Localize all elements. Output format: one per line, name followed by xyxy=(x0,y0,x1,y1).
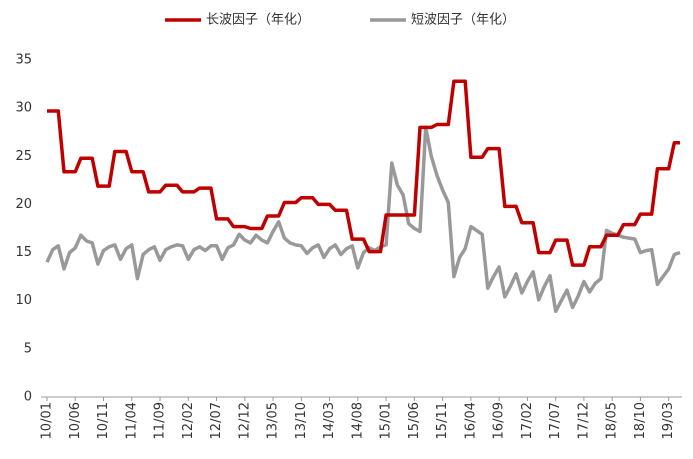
legend-label: 长波因子（年化） xyxy=(206,13,310,28)
x-tick-label: 17/07 xyxy=(548,402,563,439)
series-line xyxy=(45,125,681,314)
x-tick-label: 16/09 xyxy=(492,402,507,439)
legend-label: 短波因子（年化） xyxy=(411,13,515,28)
x-tick-label: 15/11 xyxy=(435,402,450,439)
x-tick-label: 12/12 xyxy=(237,402,252,439)
y-tick-label: 25 xyxy=(15,149,32,164)
x-tick-label: 10/11 xyxy=(96,402,111,439)
x-tick-label: 14/03 xyxy=(322,402,337,439)
x-tick-label: 11/04 xyxy=(124,402,139,439)
x-tick-label: 18/10 xyxy=(633,402,648,439)
x-tick-label: 12/02 xyxy=(181,402,196,439)
x-tick-label: 15/06 xyxy=(407,402,422,439)
y-tick-label: 5 xyxy=(24,341,32,356)
x-tick-label: 12/07 xyxy=(209,402,224,439)
series-line xyxy=(47,79,680,267)
y-tick-label: 15 xyxy=(15,245,32,260)
x-tick-label: 17/02 xyxy=(520,402,535,439)
x-tick-label: 17/12 xyxy=(576,402,591,439)
x-tick-label: 13/10 xyxy=(294,402,309,439)
y-tick-label: 30 xyxy=(15,101,32,116)
y-tick-label: 35 xyxy=(15,53,32,68)
x-tick-label: 18/05 xyxy=(605,402,620,439)
x-tick-label: 16/04 xyxy=(463,402,478,439)
x-tick-label: 19/03 xyxy=(661,402,676,439)
x-tick-label: 13/05 xyxy=(266,402,281,439)
x-tick-label: 15/01 xyxy=(379,402,394,439)
x-tick-label: 11/09 xyxy=(153,402,168,439)
x-tick-label: 10/06 xyxy=(68,402,83,439)
y-tick-label: 10 xyxy=(15,293,32,308)
x-tick-label: 10/01 xyxy=(40,402,55,439)
y-tick-label: 20 xyxy=(15,197,32,212)
y-tick-label: 0 xyxy=(24,390,32,405)
x-tick-label: 14/08 xyxy=(350,402,365,439)
